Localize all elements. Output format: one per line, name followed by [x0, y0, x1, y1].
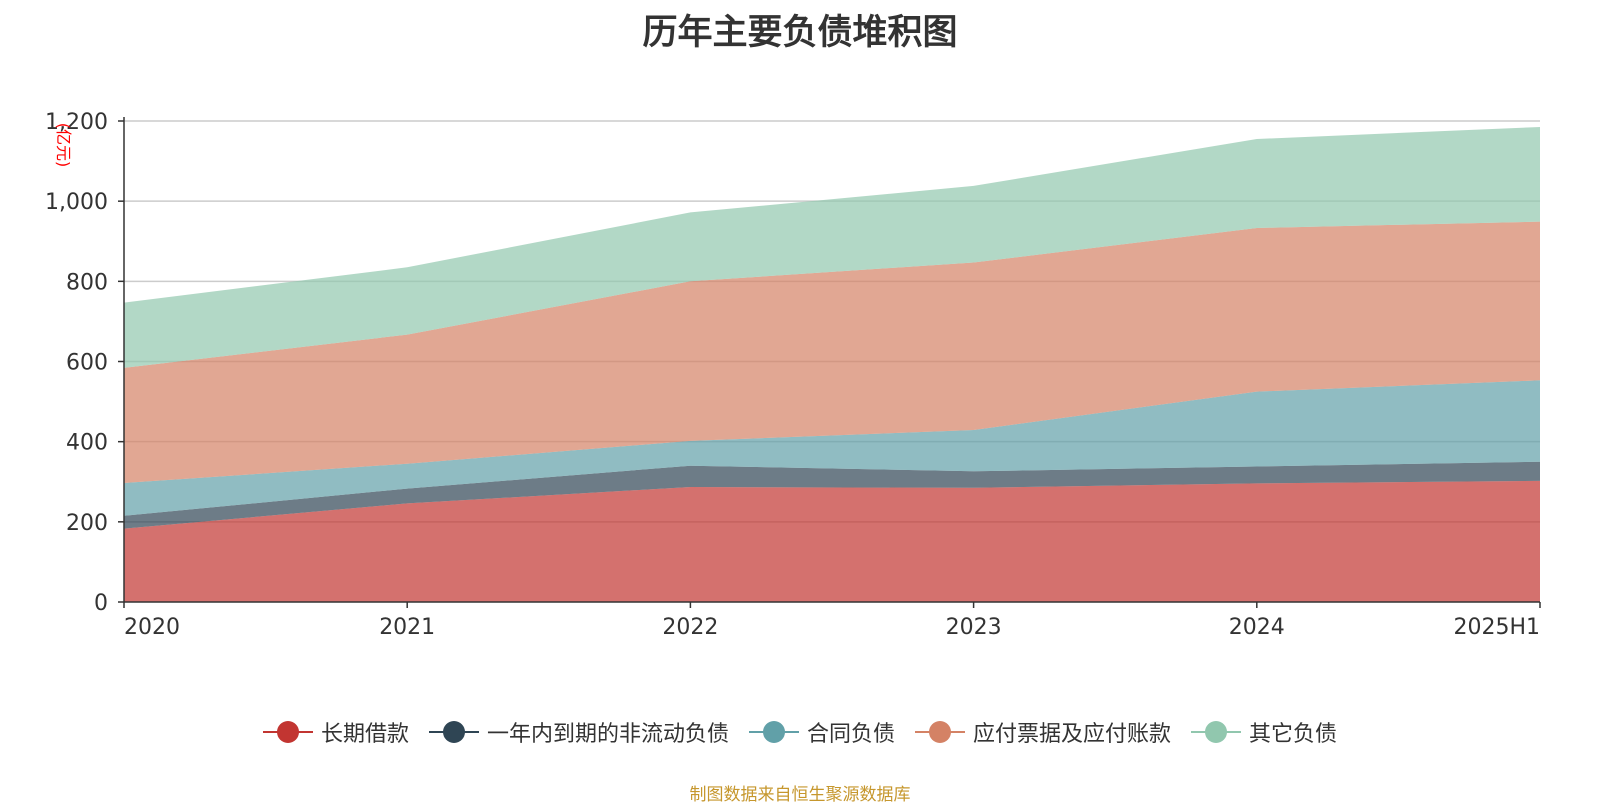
x-tick-label: 2023 — [946, 615, 1002, 640]
x-tick-label: 2020 — [124, 615, 180, 640]
legend-item[interactable]: 一年内到期的非流动负债 — [428, 716, 729, 748]
x-tick-label: 2025H1 — [1453, 615, 1540, 640]
y-tick-label: 400 — [66, 431, 108, 456]
legend-label: 合同负债 — [806, 722, 895, 747]
legend-item[interactable]: 其它负债 — [1191, 716, 1337, 748]
series-area[interactable] — [124, 127, 1540, 368]
y-axis-label: (亿元) — [54, 123, 73, 168]
source-note: 制图数据来自恒生聚源数据库 — [689, 785, 911, 805]
legend-item[interactable]: 长期借款 — [262, 716, 409, 748]
legend-marker-icon — [428, 721, 479, 743]
y-tick-label: 600 — [66, 351, 108, 376]
axis-layer: 0 200 400 600 800 1,000 1,200 2020 2021 2022 2023 2… — [45, 110, 1541, 640]
y-tick-label: 1,000 — [45, 190, 108, 215]
legend-label: 其它负债 — [1249, 722, 1338, 747]
chart-title: 历年主要负债堆积图 — [642, 13, 958, 53]
y-tick-label: 0 — [94, 591, 108, 616]
x-tick-label: 2024 — [1229, 615, 1285, 640]
legend: 长期借款 一年内到期的非流动负债 合同负债 应付票据及应付账款 其它负债 — [0, 716, 1600, 748]
series-area[interactable] — [124, 461, 1540, 529]
legend-marker-icon — [262, 721, 313, 743]
legend-item[interactable]: 合同负债 — [748, 716, 895, 748]
y-tick-label: 800 — [66, 270, 108, 295]
series-area[interactable] — [124, 221, 1540, 483]
legend-marker-icon — [1191, 721, 1242, 743]
legend-label: 应付票据及应付账款 — [973, 722, 1172, 747]
x-tick-label: 2021 — [379, 615, 435, 640]
y-tick-label: 1,200 — [45, 110, 108, 135]
legend-marker-icon — [915, 721, 965, 743]
legend-label: 一年内到期的非流动负债 — [486, 722, 729, 747]
y-tick-label: 200 — [66, 511, 108, 536]
x-tick-label: 2022 — [662, 615, 718, 640]
legend-item[interactable]: 应付票据及应付账款 — [915, 716, 1171, 748]
legend-label: 长期借款 — [320, 722, 409, 747]
area-layer — [124, 127, 1540, 602]
series-area[interactable] — [124, 480, 1540, 602]
series-area[interactable] — [124, 380, 1540, 516]
legend-marker-icon — [748, 721, 799, 743]
